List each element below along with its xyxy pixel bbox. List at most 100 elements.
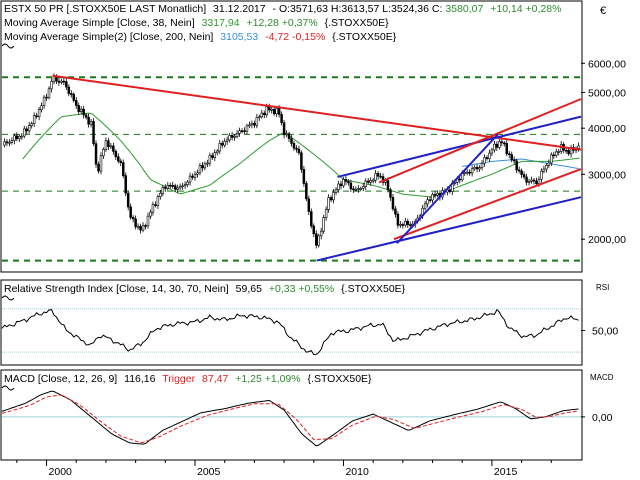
- candle-body: [23, 128, 26, 137]
- macd-header-wave-icon: [1, 385, 15, 391]
- candle-body: [109, 145, 113, 148]
- candle-body: [216, 150, 219, 154]
- candle-body: [317, 235, 320, 246]
- candle-body: [72, 93, 75, 101]
- candle-body: [488, 152, 491, 159]
- candle-body: [369, 180, 372, 183]
- candle-body: [171, 185, 174, 187]
- header-main-date: 31.12.2017: [213, 3, 266, 15]
- candle-body: [230, 135, 234, 138]
- candle-body: [84, 114, 88, 118]
- rsi-panel-label: RSI: [596, 283, 609, 292]
- candle-body: [550, 154, 553, 164]
- candle-body: [337, 183, 340, 191]
- candle-body: [45, 96, 48, 99]
- macd-panel-label: MACD: [590, 373, 614, 382]
- candle-body: [436, 192, 439, 196]
- candle-body: [319, 230, 323, 237]
- macd-y-axis: 0,00: [581, 412, 613, 424]
- candle-body: [62, 80, 66, 83]
- candle-body: [50, 81, 53, 90]
- candle-body: [161, 187, 165, 194]
- candle-body: [112, 145, 115, 152]
- trend-line-red: [393, 168, 582, 241]
- candle-body: [431, 194, 434, 201]
- candle-body: [364, 180, 367, 187]
- candle-body: [15, 135, 19, 140]
- candle-body: [362, 186, 365, 189]
- candle-body: [166, 184, 170, 189]
- candle-body: [332, 192, 335, 201]
- candle-body: [240, 130, 244, 132]
- candle-body: [305, 183, 308, 200]
- currency-label: €: [600, 5, 606, 17]
- candle-body: [525, 176, 528, 183]
- candle-body: [107, 140, 110, 147]
- candle-body: [82, 108, 85, 116]
- candle-body: [267, 106, 271, 111]
- header-main-close: 3580,07: [445, 3, 483, 15]
- candle-body: [352, 188, 355, 191]
- candle-body: [577, 145, 580, 149]
- candle-body: [470, 168, 474, 174]
- candle-body: [327, 197, 330, 210]
- candle-body: [18, 136, 21, 140]
- candle-body: [396, 213, 400, 226]
- candle-body: [8, 141, 11, 144]
- candle-body: [545, 164, 548, 170]
- header-macd-trigger-value: 87,47: [202, 373, 228, 385]
- candle-body: [324, 209, 328, 218]
- y-tick-label: 2000,00: [588, 234, 626, 246]
- candle-body: [67, 86, 71, 94]
- main-header-wave-icon: [1, 43, 15, 49]
- candle-body: [349, 182, 353, 190]
- candle-body: [144, 225, 147, 227]
- candle-body: [57, 80, 61, 83]
- candle-body: [409, 224, 412, 226]
- header-ma200-suffix: {.STOXX50E}: [332, 31, 397, 43]
- candle-body: [141, 225, 145, 231]
- trend-line-blue: [316, 196, 582, 262]
- candle-body: [99, 155, 103, 172]
- candle-body: [270, 109, 273, 111]
- header-ma38-value: 3317,94: [202, 17, 240, 29]
- candle-body: [248, 124, 251, 127]
- candle-body: [535, 180, 538, 185]
- candle-body: [176, 187, 179, 190]
- y-tick-label: 3000,00: [588, 169, 626, 181]
- candle-body: [391, 197, 395, 210]
- candle-body: [406, 220, 410, 225]
- candle-body: [65, 81, 68, 88]
- candle-body: [473, 166, 476, 170]
- rsi-line: [1, 308, 579, 356]
- ma38-line: [22, 112, 580, 198]
- candle-body: [223, 140, 226, 146]
- candle-body: [255, 117, 259, 126]
- rsi-header: Relative Strength Index [Close, 14, 30, …: [4, 283, 406, 295]
- candle-body: [20, 135, 24, 138]
- x-tick-label: 2015: [494, 466, 518, 478]
- macd-path: [1, 390, 579, 447]
- candle-body: [510, 154, 513, 161]
- candle-body: [87, 116, 90, 125]
- candle-body: [389, 189, 392, 198]
- candle-body: [376, 173, 380, 177]
- candle-body: [183, 184, 187, 187]
- candle-body: [238, 130, 241, 134]
- candle-body: [478, 167, 481, 170]
- candle-body: [134, 218, 137, 228]
- candle-body: [5, 141, 9, 144]
- candle-body: [401, 224, 405, 226]
- x-tick-label: 2000: [49, 466, 73, 478]
- candle-body: [263, 112, 266, 116]
- macd-lines: [1, 390, 579, 447]
- candle-body: [555, 151, 558, 156]
- candle-body: [404, 220, 407, 226]
- candle-body: [10, 140, 14, 143]
- rsi-header-wave-icon: [1, 295, 15, 301]
- candle-body: [265, 106, 268, 116]
- candle-body: [129, 206, 132, 218]
- candle-body: [260, 112, 264, 118]
- candle-body: [344, 179, 348, 182]
- candle-body: [394, 208, 397, 215]
